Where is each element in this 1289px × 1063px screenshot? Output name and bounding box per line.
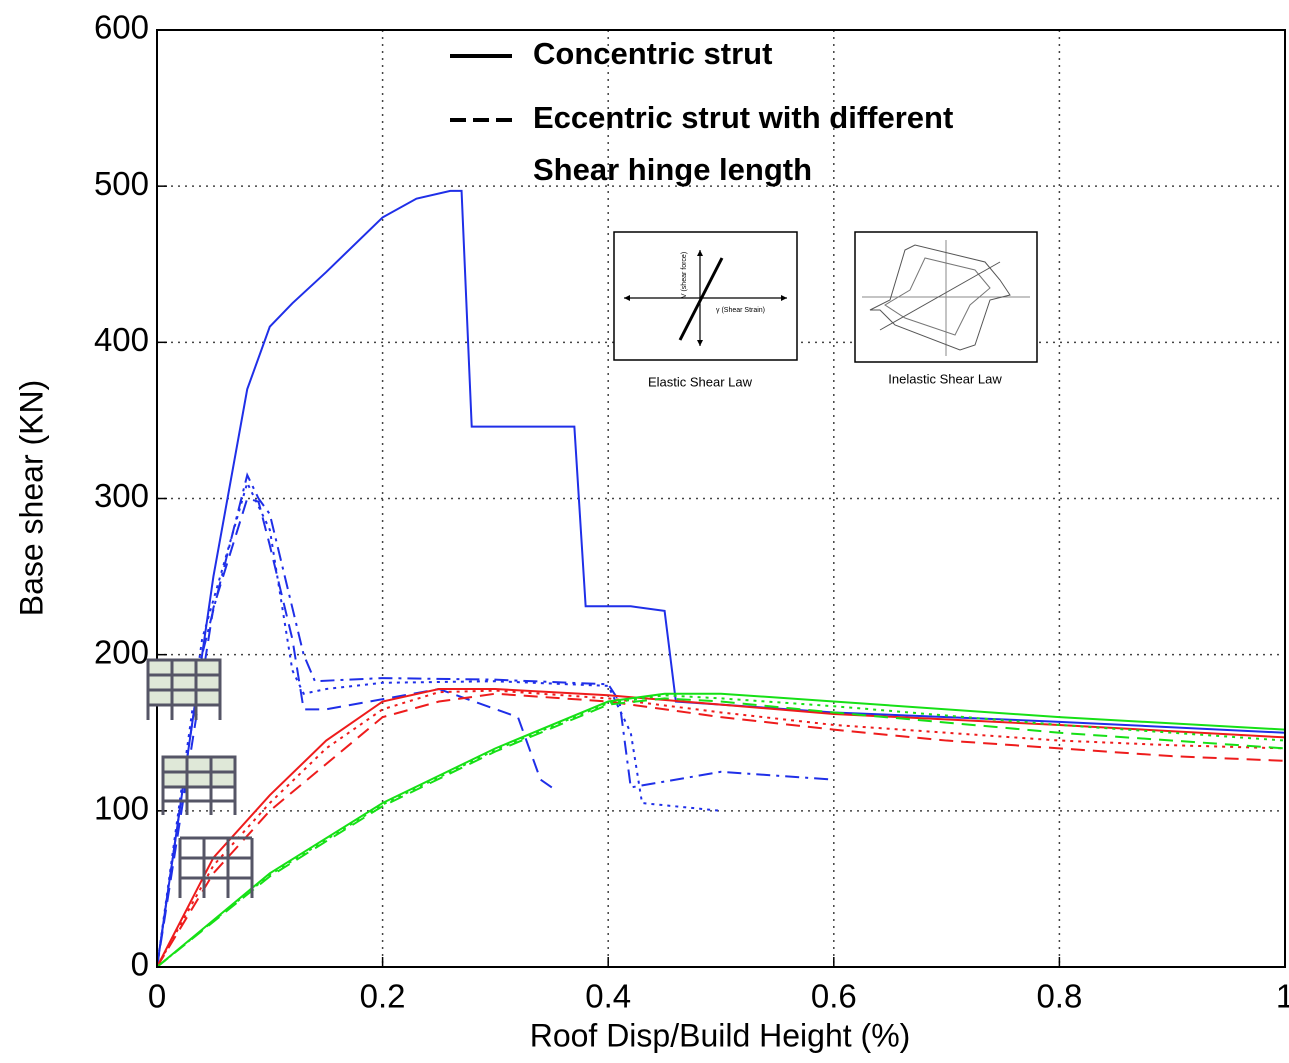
inset-y-label: V (shear force) [681, 252, 688, 298]
x-tick-label: 0.2 [360, 978, 406, 1015]
series-line [156, 688, 1286, 968]
y-tick-label: 300 [94, 477, 149, 514]
y-tick-label: 500 [94, 165, 149, 202]
plot-border [156, 29, 1286, 968]
y-tick-label: 600 [94, 9, 149, 46]
series-line [156, 480, 722, 968]
building-icons [146, 658, 254, 898]
x-tick-label: 1 [1276, 978, 1289, 1015]
plot-area [156, 29, 1286, 968]
y-tick-label: 0 [131, 946, 149, 983]
y-tick-label: 200 [94, 633, 149, 670]
inset-caption: Inelastic Shear Law [888, 371, 1002, 386]
x-tick-label: 0.8 [1036, 978, 1082, 1015]
legend: Concentric strut Eccentric strut with dif… [450, 36, 953, 187]
x-axis-title: Roof Disp/Build Height (%) [530, 1017, 911, 1053]
x-tick-label: 0.6 [811, 978, 857, 1015]
legend-label: Concentric strut [533, 36, 772, 71]
series-line [156, 497, 553, 968]
inset-caption: Elastic Shear Law [648, 374, 753, 389]
inset-elastic: V (shear force) γ (Shear Strain) Elastic… [613, 231, 798, 389]
legend-label: Eccentric strut with different [533, 100, 953, 135]
series-line [156, 694, 1286, 968]
y-axis-title: Base shear (KN) [13, 380, 49, 617]
series-line [156, 697, 1286, 968]
series-line [156, 692, 1286, 968]
x-tick-label: 0 [148, 978, 166, 1015]
y-tick-label: 400 [94, 321, 149, 358]
y-tick-label: 100 [94, 790, 149, 827]
series-line [156, 189, 1286, 968]
series-line [156, 689, 1286, 968]
x-tick-label: 0.4 [585, 978, 631, 1015]
inset-x-label: γ (Shear Strain) [716, 307, 765, 314]
inset-inelastic: Inelastic Shear Law [854, 231, 1038, 386]
legend-label: Shear hinge length [533, 152, 812, 187]
series-line [156, 692, 1286, 968]
